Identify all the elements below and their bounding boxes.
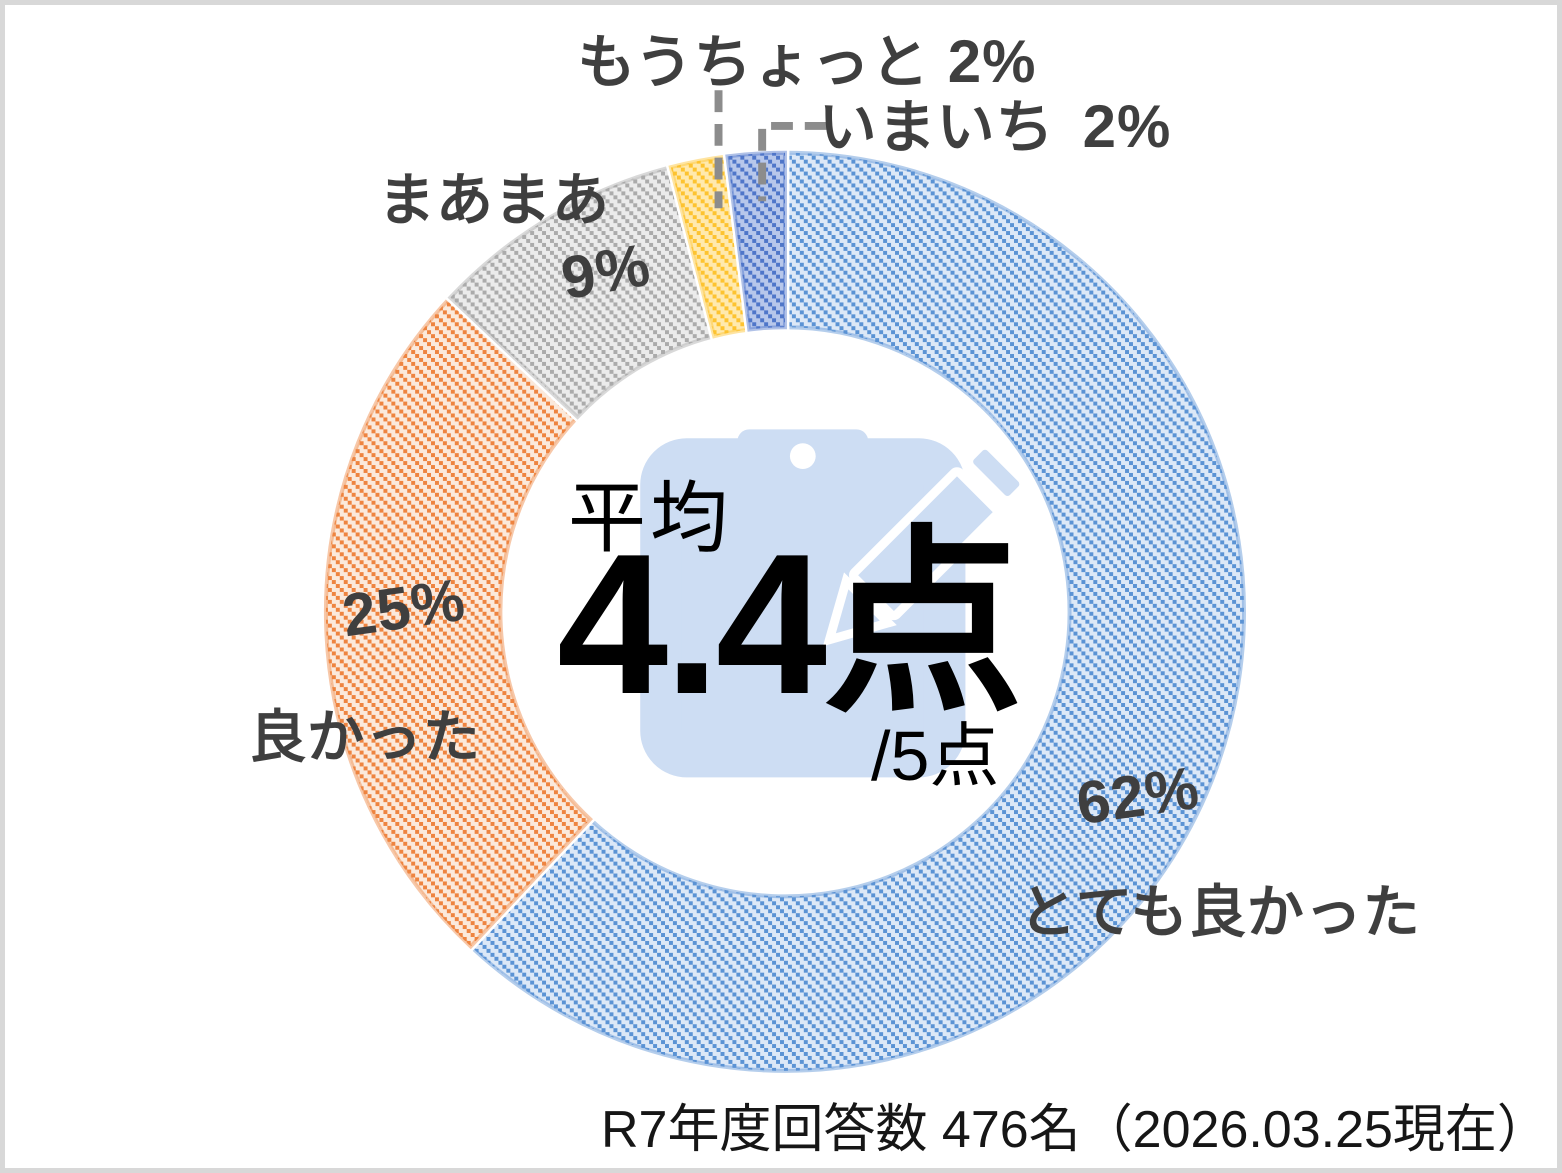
callout-not-great: いまいち 2% [819, 97, 1172, 157]
callout-a-bit-more-pct: 2% [947, 28, 1037, 95]
donut-chart-svg [321, 90, 1249, 1076]
slice-very-good [464, 148, 1249, 1076]
slice-edge-good [323, 294, 593, 950]
callout-good: 良かった [249, 705, 481, 770]
center-score-scale: /5点 [871, 717, 1000, 795]
center-average-label: 平均 [568, 474, 733, 562]
callout-not-great-label: いまいち [818, 95, 1055, 160]
leader-line-not-great [758, 121, 827, 202]
callout-a-bit-more-label: もうちょっと [577, 30, 930, 95]
slice-edge-not-great [725, 150, 787, 332]
callout-a-bit-more: もうちょっと 2% [578, 32, 1037, 92]
clipboard-pencil-watermark-icon [640, 429, 1029, 778]
pct-so-so: 9% [556, 230, 656, 313]
watermark-pencil [822, 440, 1029, 647]
clipboard-clip-hole [789, 443, 816, 470]
callout-very-good: とても良かった [1019, 880, 1421, 945]
callout-so-so: まあまあ [378, 168, 610, 233]
slice-edge-very-good [467, 150, 1246, 1073]
pct-good: 25% [338, 565, 470, 650]
pct-very-good: 62% [1072, 753, 1204, 838]
slice-good [321, 291, 597, 953]
center-score-value: 4.4点 [557, 513, 1023, 736]
response-count-note: R7年度回答数 476名（2026.03.25現在） [601, 1101, 1549, 1159]
callout-not-great-pct: 2% [1082, 93, 1172, 160]
slice-not-great [722, 148, 790, 335]
